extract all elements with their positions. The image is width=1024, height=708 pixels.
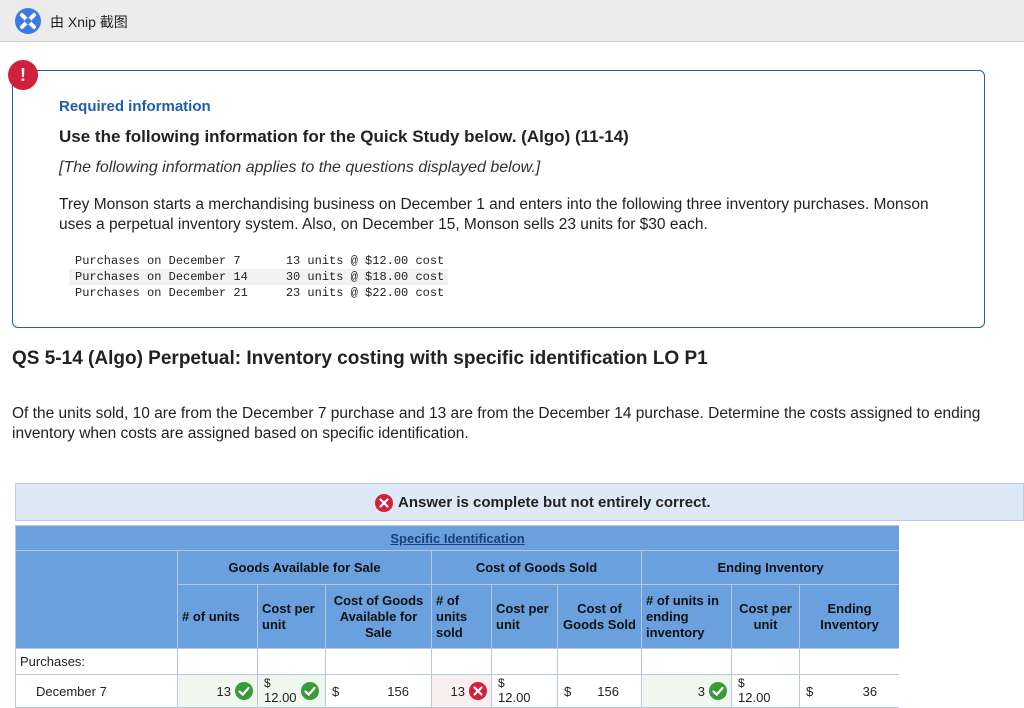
- units-sold-input[interactable]: 13: [431, 674, 492, 708]
- group-header-cogs: Cost of Goods Sold: [431, 550, 642, 585]
- row-label-december-7: December 7: [15, 674, 178, 708]
- currency-symbol: $: [498, 676, 505, 690]
- correct-check-icon: [709, 682, 727, 700]
- grid-title: Specific Identification: [390, 530, 525, 546]
- correct-check-icon: [301, 682, 319, 700]
- col-header-units-ending: # of units in ending inventory: [641, 584, 732, 649]
- col-header-units: # of units: [177, 584, 258, 649]
- group-header-ending: Ending Inventory: [640, 550, 899, 585]
- col-header-cost-available: Cost of Goods Available for Sale: [325, 584, 432, 649]
- label-header-cell: [15, 550, 178, 649]
- units-value: 13: [216, 684, 231, 699]
- ending-inventory-cell: $ 36: [798, 674, 899, 708]
- purchase-row: Purchases on December 7 13 units @ $12.0…: [69, 253, 448, 269]
- answer-status-banner: Answer is complete but not entirely corr…: [15, 483, 1024, 521]
- empty-cell: [177, 648, 258, 675]
- purchase-row: Purchases on December 21 23 units @ $22.…: [69, 285, 448, 301]
- purchase-detail: 23 units @ $22.00 cost: [285, 286, 445, 300]
- purchase-label: Purchases on December 21: [75, 286, 248, 300]
- cost-available-cell: $ 156: [325, 674, 432, 708]
- currency-symbol: $: [332, 684, 340, 699]
- empty-cell: [257, 648, 326, 675]
- incorrect-x-icon: [375, 494, 393, 512]
- col-header-cogs: Cost of Goods Sold: [557, 584, 642, 649]
- empty-cell: [491, 648, 558, 675]
- empty-cell: [557, 648, 642, 675]
- empty-cell: [731, 648, 800, 675]
- required-information-card: Required information Use the following i…: [12, 70, 985, 328]
- scenario-text: Trey Monson starts a merchandising busin…: [59, 196, 929, 233]
- alert-icon: !: [8, 60, 38, 90]
- table-row: December 7 13 $ 12.00 $ 156: [15, 674, 899, 708]
- purchase-label: Purchases on December 7: [75, 254, 241, 268]
- applies-note: [The following information applies to th…: [59, 159, 541, 176]
- units-ending-value: 3: [697, 684, 705, 699]
- cost-available-value: 156: [387, 684, 409, 699]
- group-header-available: Goods Available for Sale: [177, 550, 432, 585]
- col-header-cost-per-unit-ending: Cost per unit: [731, 584, 800, 649]
- currency-symbol: $: [264, 676, 271, 690]
- window-title: 由 Xnip 截图: [50, 14, 128, 30]
- currency-symbol: $: [564, 684, 572, 699]
- cost-per-unit-value: 12.00: [264, 690, 297, 705]
- col-header-units-sold: # of units sold: [431, 584, 492, 649]
- required-information-label: Required information: [59, 98, 211, 115]
- specific-identification-table: Specific Identification Goods Available …: [15, 525, 899, 708]
- empty-cell: [431, 648, 492, 675]
- col-header-cost-per-unit-sold: Cost per unit: [491, 584, 558, 649]
- xnip-logo-icon: [15, 8, 41, 34]
- col-header-ending-inventory: Ending Inventory: [798, 584, 899, 649]
- cost-per-unit-ending-value: 12.00: [738, 690, 771, 705]
- cost-per-unit-sold-value: 12.00: [498, 690, 531, 705]
- purchase-detail: 30 units @ $18.00 cost: [251, 269, 449, 285]
- units-input[interactable]: 13: [177, 674, 258, 708]
- empty-cell: [798, 648, 899, 675]
- cost-per-unit-ending-cell: $ 12.00: [731, 674, 800, 708]
- cost-per-unit-input[interactable]: $ 12.00: [257, 674, 326, 708]
- cost-per-unit-sold-cell: $ 12.00: [491, 674, 558, 708]
- cogs-cell: $ 156: [557, 674, 642, 708]
- purchase-detail: 13 units @ $12.00 cost: [285, 254, 445, 268]
- specific-identification-grid: Specific Identification Goods Available …: [15, 525, 899, 708]
- units-sold-value: 13: [450, 684, 465, 699]
- question-text: Of the units sold, 10 are from the Decem…: [12, 405, 981, 442]
- empty-cell: [325, 648, 432, 675]
- answer-status-message: Answer is complete but not entirely corr…: [398, 494, 711, 511]
- instructions-heading: Use the following information for the Qu…: [59, 127, 629, 146]
- question-title: QS 5-14 (Algo) Perpetual: Inventory cost…: [12, 348, 708, 369]
- cogs-value: 156: [597, 684, 619, 699]
- window-title-bar: 由 Xnip 截图: [0, 0, 1024, 42]
- incorrect-x-icon: [469, 682, 487, 700]
- purchase-row: Purchases on December 14 30 units @ $18.…: [69, 269, 449, 285]
- section-label-purchases: Purchases:: [15, 648, 178, 675]
- ending-inventory-value: 36: [862, 684, 878, 699]
- col-header-cost-per-unit: Cost per unit: [257, 584, 326, 649]
- purchases-table: Purchases on December 7 13 units @ $12.0…: [69, 253, 449, 301]
- purchase-label: Purchases on December 14: [69, 269, 252, 285]
- correct-check-icon: [235, 682, 253, 700]
- currency-symbol: $: [806, 684, 814, 699]
- empty-cell: [641, 648, 732, 675]
- units-ending-input[interactable]: 3: [641, 674, 732, 708]
- currency-symbol: $: [738, 676, 745, 690]
- grid-title-cell: Specific Identification: [15, 525, 899, 551]
